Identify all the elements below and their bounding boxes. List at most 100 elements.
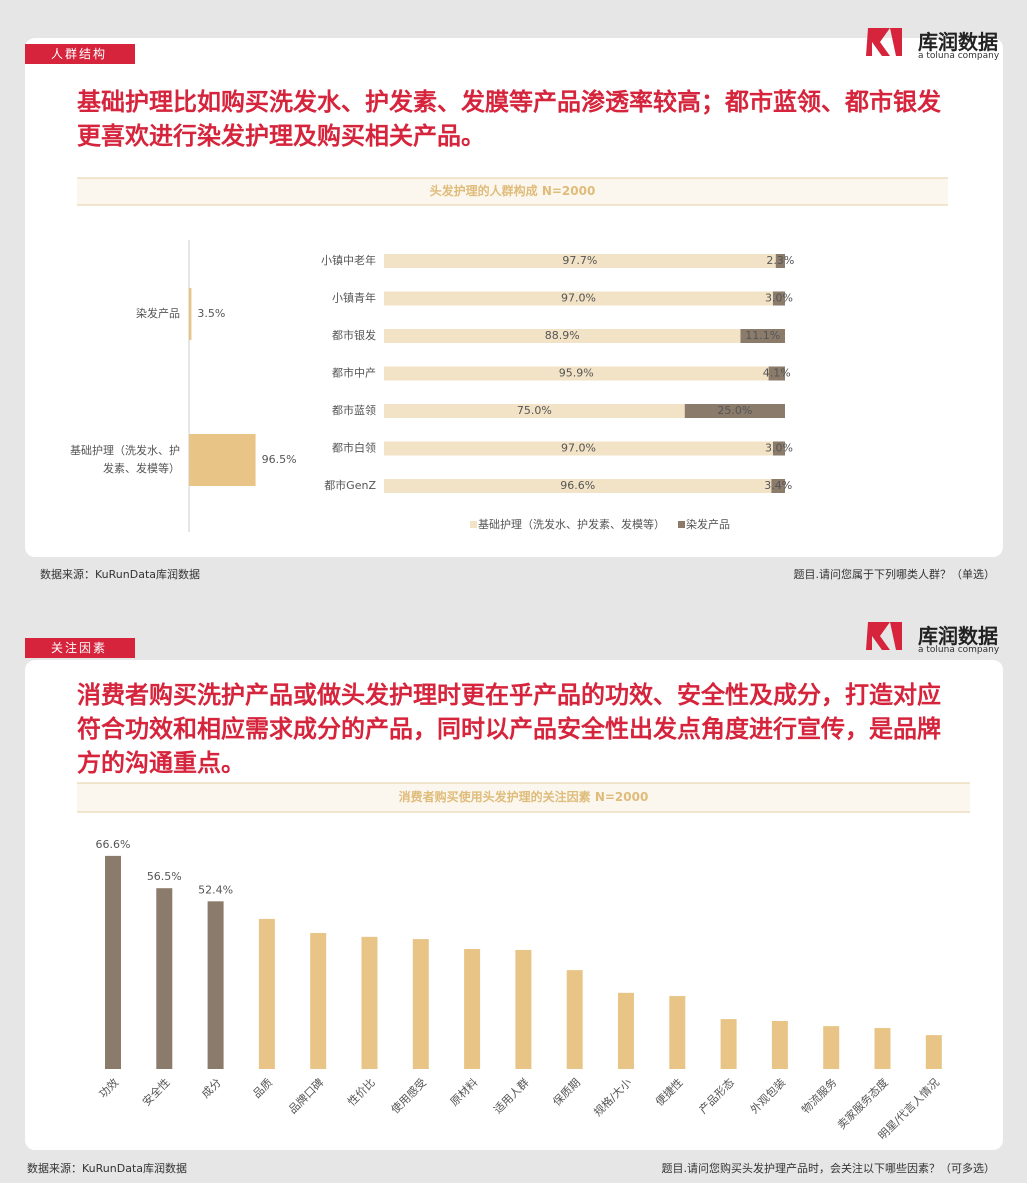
value-label: 97.7% bbox=[562, 254, 597, 267]
question: 题目.请问您购买头发护理产品时，会关注以下哪些因素？（可多选） bbox=[661, 1162, 996, 1175]
chart-title: 消费者购买使用头发护理的关注因素 N=2000 bbox=[399, 789, 649, 804]
card bbox=[25, 660, 1003, 1150]
bar bbox=[105, 855, 121, 1069]
title-band bbox=[77, 178, 948, 205]
bar-segment bbox=[772, 441, 785, 456]
bar bbox=[361, 936, 378, 1069]
bar bbox=[925, 1035, 942, 1069]
legend-label: 染发产品 bbox=[686, 517, 730, 531]
question: 题目.请问您属于下列哪类人群？（单选） bbox=[793, 568, 996, 581]
value-label: 3.0% bbox=[765, 442, 793, 455]
x-tick-label: 卖家服务态度 bbox=[834, 1075, 891, 1132]
bar-segment bbox=[384, 254, 776, 268]
x-tick-label: 品牌口碑 bbox=[285, 1075, 326, 1116]
value-label: 11.1% bbox=[745, 329, 780, 342]
x-tick-label: 品质 bbox=[250, 1076, 275, 1101]
x-tick-label: 原材料 bbox=[447, 1075, 480, 1108]
value-label: 3.5% bbox=[197, 307, 225, 320]
value-label: 3.4% bbox=[764, 479, 792, 492]
bar-segment bbox=[384, 479, 772, 493]
value-label: 2.3% bbox=[766, 254, 794, 267]
x-tick-label: 安全性 bbox=[139, 1075, 172, 1108]
logo-icon bbox=[866, 28, 902, 650]
bar-segment bbox=[768, 366, 785, 381]
legend-swatch bbox=[678, 521, 685, 528]
bar-segment bbox=[384, 366, 769, 381]
logo-name: 库润数据 bbox=[918, 624, 998, 648]
x-tick-label: 外观包装 bbox=[748, 1076, 788, 1116]
x-tick-label: 性价比 bbox=[345, 1075, 378, 1108]
x-tick-label: 便捷性 bbox=[652, 1075, 685, 1108]
bar-segment bbox=[684, 404, 785, 418]
x-tick-label: 保质期 bbox=[550, 1075, 583, 1108]
category-label: 都市银发 bbox=[332, 328, 376, 342]
category-label: 小镇青年 bbox=[332, 291, 376, 305]
x-tick-label: 功效 bbox=[96, 1075, 121, 1100]
value-label: 97.0% bbox=[561, 292, 596, 305]
value-label: 95.9% bbox=[559, 367, 594, 380]
value-label: 97.0% bbox=[561, 442, 596, 455]
bar bbox=[515, 949, 532, 1069]
bar-segment bbox=[384, 329, 741, 343]
bar bbox=[669, 996, 686, 1069]
category-label: 都市蓝领 bbox=[332, 403, 376, 417]
value-label: 96.5% bbox=[262, 453, 297, 466]
category-label: 都市中产 bbox=[332, 366, 376, 380]
bar bbox=[310, 933, 327, 1069]
x-tick-label: 适用人群 bbox=[491, 1075, 532, 1116]
value-label: 96.6% bbox=[560, 479, 595, 492]
category-label: 染发产品 bbox=[136, 307, 180, 320]
legend-swatch bbox=[470, 521, 477, 528]
bar bbox=[618, 992, 634, 1069]
bar-segment bbox=[775, 254, 785, 268]
x-tick-label: 使用感受 bbox=[389, 1076, 429, 1116]
bar bbox=[720, 1019, 737, 1069]
bar-segment bbox=[384, 441, 773, 456]
source: 数据来源：KuRunData库润数据 bbox=[27, 1162, 187, 1175]
bar bbox=[874, 1028, 891, 1069]
value-label: 66.6% bbox=[96, 838, 131, 851]
logo-tagline: a toluna company bbox=[918, 51, 1000, 61]
section-tag: 关注因素 bbox=[25, 638, 135, 658]
chart-title: 头发护理的人群构成 N=2000 bbox=[430, 183, 596, 198]
value-label: 4.1% bbox=[763, 367, 791, 380]
logo-tagline: a toluna company bbox=[918, 645, 1000, 655]
logo-name: 库润数据 bbox=[918, 30, 998, 54]
bar bbox=[258, 918, 275, 1069]
section-tag: 人群结构 bbox=[25, 44, 135, 64]
bar-segment bbox=[772, 291, 785, 306]
source: 数据来源：KuRunData库润数据 bbox=[40, 568, 200, 581]
title-band bbox=[77, 783, 970, 812]
headline: 消费者购买洗护产品或做头发护理时更在乎产品的功效、安全性及成分，打造对应符合功效… bbox=[77, 681, 941, 777]
category-label: 都市GenZ bbox=[324, 478, 376, 492]
headline: 基础护理比如购买洗发水、护发素、发膜等产品渗透率较高；都市蓝领、都市银发更喜欢进… bbox=[77, 88, 941, 150]
category-label: 基础护理（洗发水、护发素、发模等） bbox=[70, 444, 180, 475]
value-label: 56.5% bbox=[147, 870, 182, 883]
bar bbox=[566, 970, 583, 1069]
value-label: 25.0% bbox=[717, 404, 752, 417]
x-tick-label: 成分 bbox=[199, 1076, 224, 1101]
bar-segment bbox=[740, 329, 785, 343]
legend-label: 基础护理（洗发水、护发素、发模等） bbox=[478, 517, 665, 531]
bar bbox=[464, 949, 481, 1069]
bar-segment bbox=[384, 404, 685, 418]
value-label: 3.0% bbox=[765, 292, 793, 305]
bar bbox=[189, 288, 192, 340]
bar bbox=[771, 1021, 788, 1069]
x-tick-label: 规格/大小 bbox=[591, 1075, 635, 1119]
bar bbox=[207, 901, 224, 1069]
value-label: 75.0% bbox=[517, 404, 552, 417]
x-tick-label: 产品形态 bbox=[696, 1075, 737, 1116]
bar bbox=[823, 1026, 840, 1069]
bar bbox=[412, 939, 429, 1069]
bar-segment bbox=[771, 479, 785, 493]
category-label: 都市白领 bbox=[332, 441, 376, 455]
x-tick-label: 物流服务 bbox=[798, 1075, 839, 1116]
value-label: 52.4% bbox=[198, 883, 233, 896]
value-label: 88.9% bbox=[545, 329, 580, 342]
category-label: 小镇中老年 bbox=[321, 253, 376, 267]
bar bbox=[189, 434, 256, 486]
bar-segment bbox=[384, 291, 773, 306]
